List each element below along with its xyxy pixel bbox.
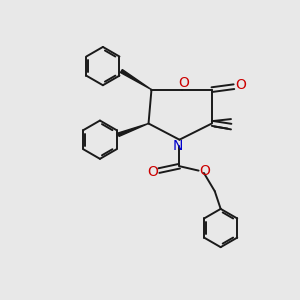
Polygon shape — [118, 124, 148, 136]
Text: O: O — [200, 164, 211, 178]
Text: N: N — [173, 139, 183, 153]
Text: O: O — [147, 165, 158, 179]
Text: O: O — [235, 78, 246, 92]
Polygon shape — [120, 70, 152, 90]
Text: O: O — [178, 76, 189, 90]
